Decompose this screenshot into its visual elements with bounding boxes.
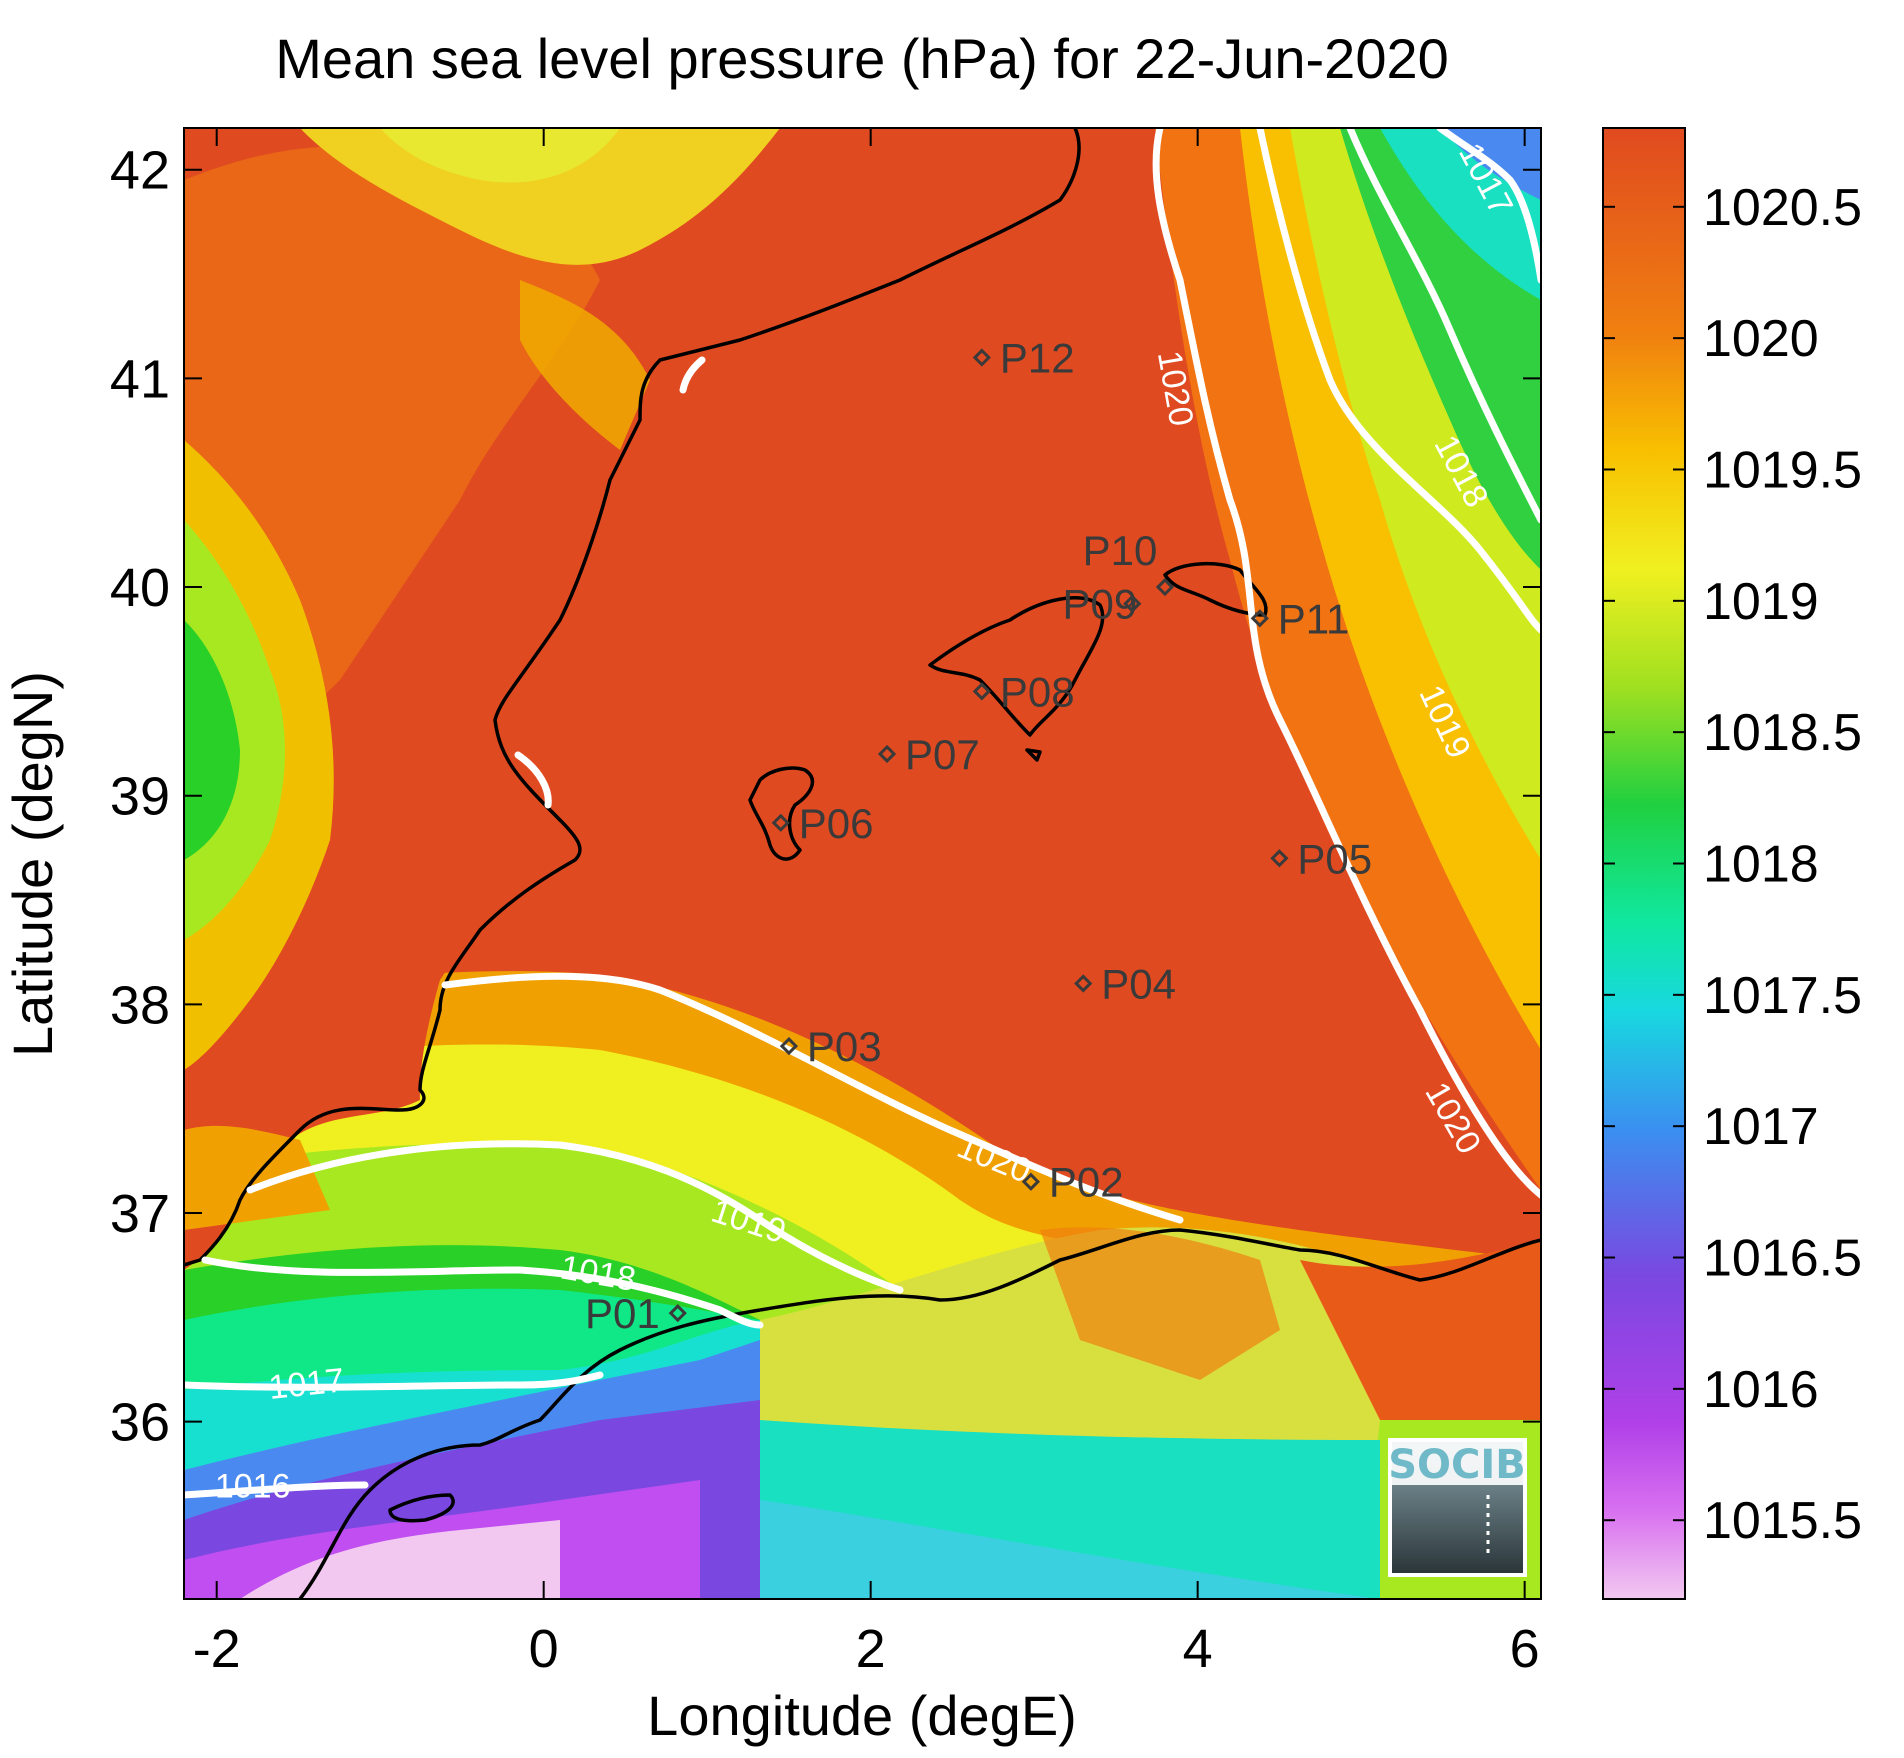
chart-title: Mean sea level pressure (hPa) for 22-Jun… — [275, 27, 1449, 90]
colorbar-tick-label: 1020.5 — [1703, 179, 1862, 237]
station-label: P05 — [1297, 835, 1372, 882]
x-axis-label: Longitude (degE) — [647, 1684, 1077, 1747]
y-tick-label: 39 — [110, 767, 170, 827]
station-p12: P12 — [972, 335, 1075, 382]
station-marker — [1270, 849, 1289, 868]
contour-lines — [184, 128, 1541, 1499]
station-markers: P01 P02 P03 P04 P05 P06 P07 P08 P09 P10 P11 P12 — [585, 335, 1372, 1338]
station-label: P06 — [799, 800, 874, 847]
station-marker — [1021, 1172, 1041, 1191]
contour-label: 1016 — [215, 1467, 291, 1505]
x-tick-label: 4 — [1183, 1619, 1213, 1679]
station-label: P12 — [1000, 335, 1075, 382]
station-marker — [877, 744, 897, 764]
station-p04: P04 — [1074, 960, 1176, 1007]
station-p11: P11 — [1250, 595, 1350, 642]
socib-logo: SOCIB — [1388, 1438, 1527, 1577]
station-marker — [1074, 974, 1093, 993]
station-marker — [771, 813, 790, 832]
station-p08: P08 — [972, 668, 1075, 715]
contour-label: 1017 — [267, 1361, 346, 1407]
station-p06: P06 — [771, 800, 874, 847]
station-label: P03 — [807, 1023, 882, 1070]
colorbar-tick-label: 1015.5 — [1703, 1492, 1862, 1550]
x-tick-label: 2 — [856, 1619, 886, 1679]
station-marker — [668, 1304, 687, 1323]
station-marker — [972, 682, 991, 701]
station-p05: P05 — [1270, 835, 1372, 882]
station-label: P10 — [1083, 527, 1158, 574]
station-label: P09 — [1063, 581, 1138, 628]
station-marker — [1155, 577, 1175, 597]
colorbar-tick-label: 1018 — [1703, 836, 1819, 894]
colorbar-tick-label: 1017 — [1703, 1098, 1819, 1156]
station-p02: P02 — [1021, 1159, 1124, 1206]
station-marker — [779, 1036, 799, 1056]
station-label: P01 — [585, 1290, 660, 1337]
station-label: P07 — [905, 731, 980, 778]
y-tick-label: 37 — [110, 1184, 170, 1244]
colorbar-tick-label: 1016.5 — [1703, 1230, 1862, 1288]
colorbar-tick-label: 1018.5 — [1703, 704, 1862, 762]
colorbar-tick-label: 1019 — [1703, 573, 1819, 631]
colorbar-ticks: 1015.5 1016 1016.5 1017 1017.5 1018 1018.5 1019… — [1603, 179, 1862, 1550]
station-label: P08 — [1000, 668, 1075, 715]
station-p07: P07 — [877, 731, 980, 778]
station-p01: P01 — [585, 1290, 687, 1337]
station-marker — [1123, 594, 1142, 613]
station-p03: P03 — [779, 1023, 882, 1070]
y-tick-label: 41 — [110, 349, 170, 409]
x-tick-label: 6 — [1510, 1619, 1540, 1679]
colorbar-tick-label: 1020 — [1703, 310, 1819, 368]
y-axis: 36 37 38 39 40 41 42 — [110, 141, 1541, 1453]
colorbar-tick-label: 1019.5 — [1703, 441, 1862, 499]
y-tick-label: 36 — [110, 1393, 170, 1453]
station-p09: P09 — [1063, 581, 1142, 628]
x-tick-label: 0 — [529, 1619, 559, 1679]
station-label: P04 — [1101, 960, 1176, 1007]
x-tick-label: -2 — [193, 1619, 241, 1679]
y-tick-label: 40 — [110, 558, 170, 618]
y-axis-label: Latitude (degN) — [1, 671, 64, 1057]
station-marker — [1250, 609, 1269, 628]
station-label: P02 — [1049, 1159, 1124, 1206]
station-p10: P10 — [1083, 527, 1175, 597]
logo-text: SOCIB — [1388, 1442, 1526, 1488]
x-axis: -2 0 2 4 6 — [193, 128, 1540, 1679]
plot-frame — [183, 127, 1542, 1600]
y-tick-label: 42 — [110, 141, 170, 201]
colorbar-tick-label: 1016 — [1703, 1361, 1819, 1419]
y-tick-label: 38 — [110, 975, 170, 1035]
station-label: P11 — [1278, 595, 1350, 642]
colorbar-tick-label: 1017.5 — [1703, 967, 1862, 1025]
colorbar — [1602, 127, 1686, 1600]
station-marker — [972, 348, 991, 367]
